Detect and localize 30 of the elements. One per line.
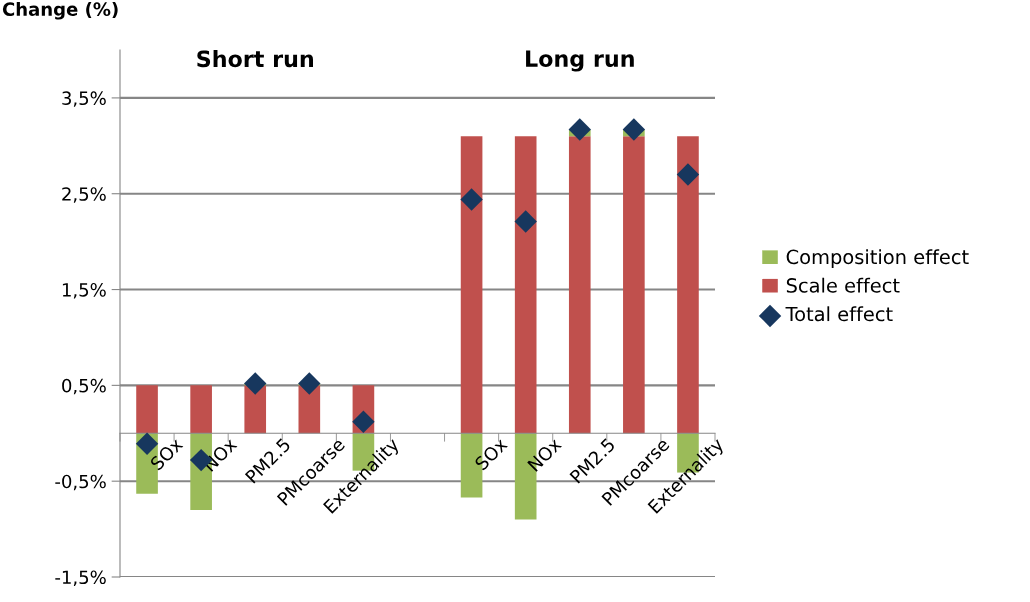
bar <box>244 385 267 434</box>
legend-label: Total effect <box>785 306 893 322</box>
y-tick-label: 3,5% <box>62 91 106 107</box>
point <box>244 372 267 395</box>
point <box>460 188 483 211</box>
point <box>622 118 646 141</box>
legend-label: Scale effect <box>786 277 900 293</box>
point <box>352 410 375 433</box>
y-tick-label: 2,5% <box>62 187 106 203</box>
bar <box>677 136 699 434</box>
point <box>514 210 537 233</box>
y-tick-label: 0,5% <box>62 378 106 395</box>
annotation: Short run <box>197 50 313 68</box>
x-tick-label: SOx <box>473 436 509 471</box>
bar <box>190 385 212 434</box>
x-tick-label: SOx <box>149 436 184 471</box>
point <box>568 118 591 141</box>
bar <box>136 385 158 434</box>
bar <box>568 136 591 434</box>
legend-label: Composition effect <box>786 249 969 269</box>
point <box>298 372 321 395</box>
annotation: Long run <box>526 50 634 72</box>
y-axis-title: Change (%) <box>2 2 118 20</box>
y-tick-label: -1,5% <box>55 570 106 586</box>
y-tick-label: 1,5% <box>62 283 106 299</box>
bar <box>514 136 537 434</box>
y-tick-label: -0,5% <box>55 474 106 491</box>
point <box>676 163 700 186</box>
bar <box>460 136 483 434</box>
bar <box>623 136 645 434</box>
